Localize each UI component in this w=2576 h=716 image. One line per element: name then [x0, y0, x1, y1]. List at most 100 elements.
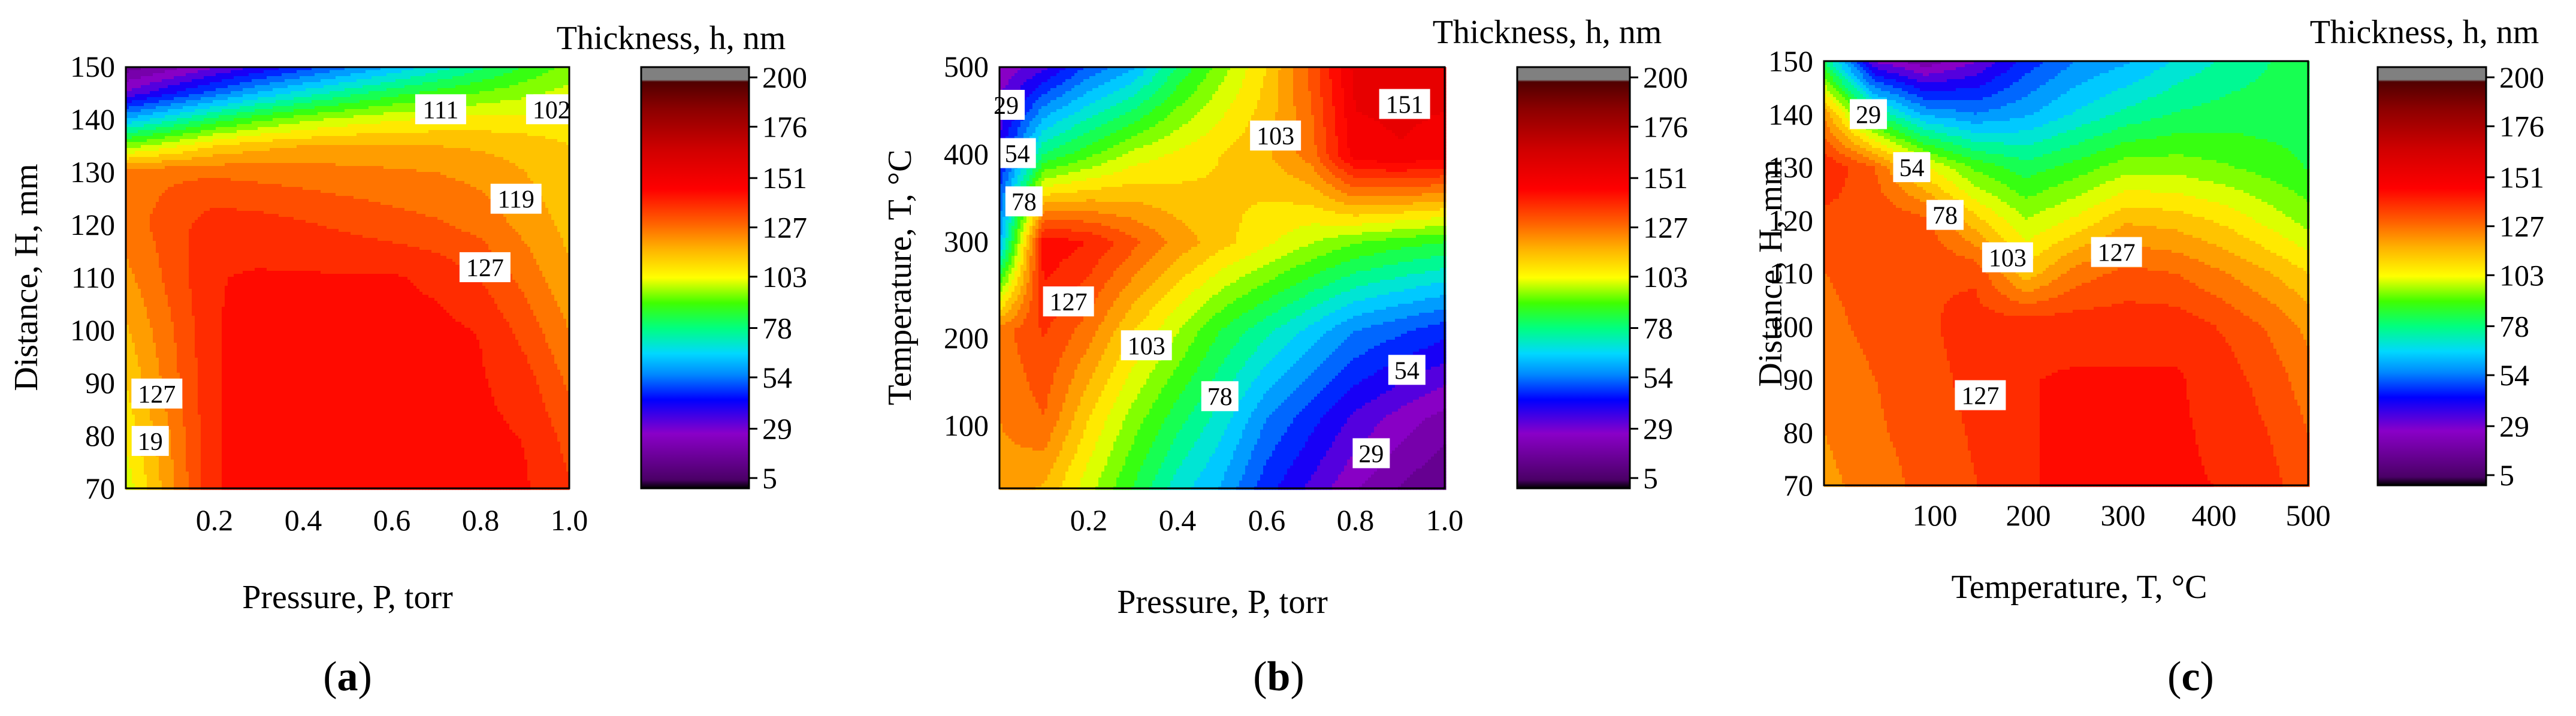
heatmap-cell	[297, 79, 300, 83]
heatmap-cell	[372, 70, 375, 74]
heatmap-cell	[533, 79, 537, 83]
heatmap-cell	[243, 76, 246, 80]
heatmap-cell	[509, 79, 513, 83]
heatmap-cell	[509, 73, 513, 77]
heatmap-cell	[542, 70, 546, 74]
heatmap-cell	[237, 76, 240, 80]
heatmap-cell	[288, 79, 291, 83]
heatmap-cell	[461, 70, 465, 74]
heatmap-cell	[138, 79, 141, 83]
heatmap-cell	[536, 70, 540, 74]
heatmap-cell	[524, 76, 528, 80]
heatmap-cell	[195, 70, 198, 74]
heatmap-cell	[557, 76, 561, 80]
heatmap-cell	[222, 73, 225, 77]
heatmap-cell	[216, 70, 219, 74]
heatmap-cell	[309, 76, 312, 80]
heatmap-cell	[401, 70, 405, 74]
heatmap-cell	[240, 70, 243, 74]
heatmap-cell	[551, 70, 555, 74]
heatmap-cell	[192, 76, 195, 80]
heatmap-cell	[255, 70, 258, 74]
heatmap-cell	[348, 73, 351, 77]
heatmap-cell	[413, 73, 417, 77]
heatmap-cell	[231, 79, 234, 83]
heatmap-cell	[378, 70, 381, 74]
heatmap-cell	[404, 76, 408, 80]
heatmap-cell	[512, 73, 516, 77]
heatmap-cell	[186, 79, 189, 83]
heatmap-cell	[434, 70, 438, 74]
heatmap-cell	[330, 73, 333, 77]
heatmap-cell	[210, 79, 213, 83]
heatmap-cell	[380, 76, 384, 80]
heatmap-cell	[324, 76, 327, 80]
heatmap-cell	[521, 70, 525, 74]
heatmap-cell	[249, 79, 252, 83]
heatmap-cell	[518, 73, 522, 77]
heatmap-cell	[428, 70, 432, 74]
heatmap-cell	[330, 79, 333, 83]
heatmap-cell	[177, 76, 180, 80]
heatmap-cell	[357, 73, 360, 77]
heatmap-cell	[509, 76, 513, 80]
heatmap-cell	[132, 70, 135, 74]
heatmap-cell	[249, 70, 252, 74]
heatmap-cell	[500, 79, 504, 83]
heatmap-cell	[410, 70, 414, 74]
heatmap-cell	[530, 76, 534, 80]
heatmap-cell	[437, 76, 441, 80]
heatmap-cell	[497, 79, 501, 83]
heatmap-cell	[467, 79, 471, 83]
heatmap-cell	[309, 73, 312, 77]
heatmap-cell	[494, 76, 498, 80]
heatmap-cell	[563, 76, 567, 80]
heatmap-cell	[174, 70, 177, 74]
heatmap-cell	[506, 73, 510, 77]
heatmap-cell	[342, 73, 345, 77]
heatmap-cell	[342, 79, 345, 83]
heatmap-cell	[294, 76, 297, 80]
heatmap-cell	[258, 73, 261, 77]
heatmap-cell	[512, 70, 516, 74]
heatmap-cell	[398, 79, 402, 83]
heatmap-cell	[315, 76, 318, 80]
heatmap-cell	[398, 73, 402, 77]
heatmap-cell	[132, 73, 135, 77]
heatmap-cell	[524, 79, 528, 83]
heatmap-cell	[380, 73, 384, 77]
heatmap-cell	[461, 79, 465, 83]
heatmap-cell	[354, 73, 357, 77]
heatmap-cell	[527, 73, 531, 77]
heatmap-cell	[431, 70, 435, 74]
heatmap-cell	[273, 73, 276, 77]
heatmap-cell	[162, 73, 165, 77]
heatmap-cell	[315, 70, 318, 74]
heatmap-cell	[488, 73, 492, 77]
heatmap-cell	[138, 76, 141, 80]
heatmap-cell	[273, 70, 276, 74]
heatmap-cell	[506, 79, 510, 83]
heatmap-cell	[366, 76, 369, 80]
heatmap-cell	[410, 73, 414, 77]
heatmap-cell	[288, 73, 291, 77]
heatmap-cell	[407, 70, 411, 74]
heatmap-cell	[336, 76, 339, 80]
heatmap-cell	[503, 76, 507, 80]
heatmap-cell	[440, 73, 444, 77]
heatmap-cell	[363, 79, 366, 83]
heatmap-cell	[458, 79, 462, 83]
heatmap-cell	[443, 79, 447, 83]
heatmap-cell	[195, 76, 198, 80]
heatmap-cell	[234, 76, 237, 80]
heatmap-cell	[312, 70, 315, 74]
heatmap-cell	[506, 70, 510, 74]
heatmap-cell	[404, 79, 408, 83]
heatmap-cell	[360, 76, 363, 80]
heatmap-cell	[369, 73, 372, 77]
heatmap-cell	[518, 76, 522, 80]
heatmap-cell	[267, 73, 270, 77]
heatmap-cell	[476, 79, 480, 83]
heatmap-cell	[180, 70, 183, 74]
heatmap-cell	[342, 76, 345, 80]
